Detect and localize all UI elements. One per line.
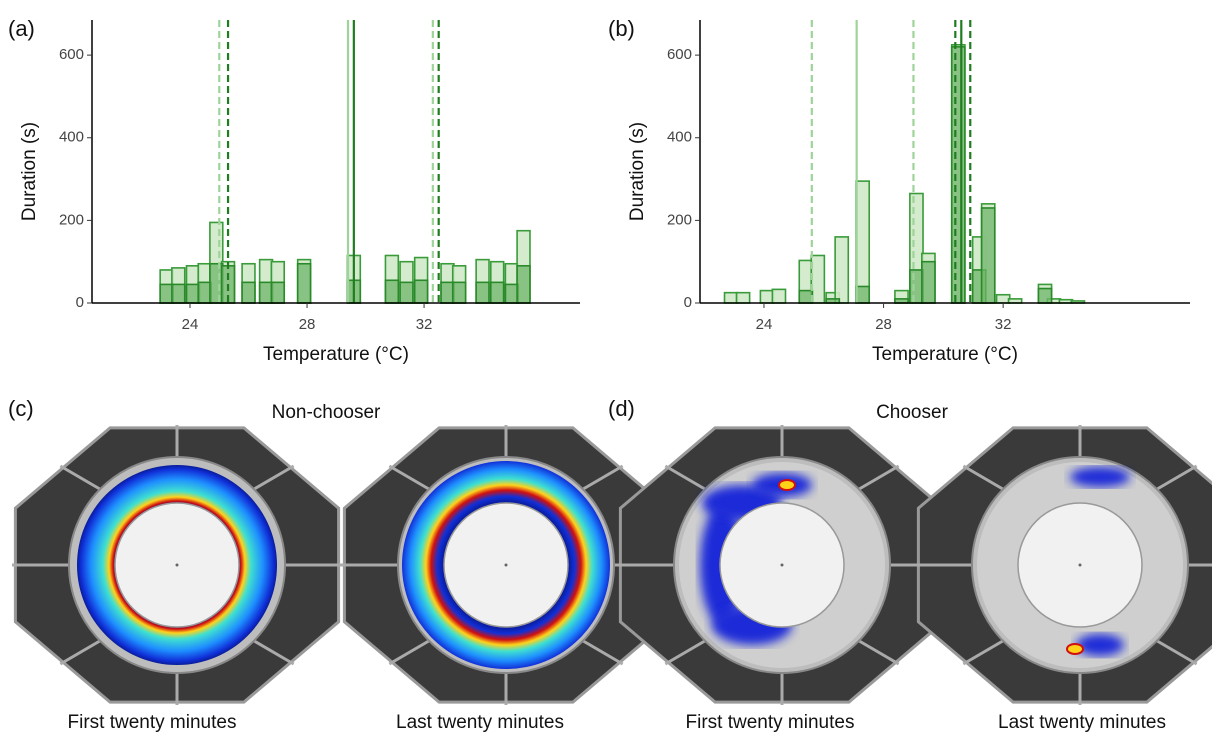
x-tick-label: 32 [416,316,433,333]
bar [516,265,531,304]
bar [950,46,966,304]
bar [270,281,286,304]
arena-divider [962,464,1007,493]
bar [296,262,312,304]
y-axis-title: Duration (s) [19,122,40,221]
image-caption: Last twenty minutes [998,712,1166,733]
arena-dot [504,563,508,567]
arena-divider [664,637,709,666]
arena-divider [250,637,295,666]
bar [735,291,751,304]
arena-divider [388,637,433,666]
bar [980,207,996,304]
arena-divider [250,464,295,493]
bar [451,281,467,304]
y-tick-label: 400 [667,129,692,146]
arena-dot [780,563,784,567]
bar [384,279,400,304]
image-title: Chooser [876,402,948,423]
heatmap-hotspot [778,479,796,491]
y-tick-label: 200 [667,211,692,228]
x-tick-label: 28 [875,316,892,333]
y-tick-label: 600 [59,46,84,63]
heatmap-blob [1070,467,1130,487]
arena-images [12,425,1212,705]
x-tick-label: 24 [756,316,773,333]
arena-divider [388,464,433,493]
image-caption: First twenty minutes [686,712,855,733]
bar [834,236,850,304]
arena-divider [664,464,709,493]
y-tick-label: 400 [59,129,84,146]
x-axis-title: Temperature (°C) [872,344,1018,365]
arena-dot [1078,563,1082,567]
bar [489,281,505,304]
y-tick-label: 0 [684,294,692,311]
bar [413,279,429,304]
y-tick-label: 200 [59,211,84,228]
bar [798,289,814,304]
bar [399,281,414,304]
arena-divider [855,637,900,666]
bar [241,281,256,304]
bar [475,281,490,304]
heatmap-blob [1076,634,1124,656]
panel-label: (b) [608,16,635,41]
panel-label: (d) [608,396,635,421]
bar [855,285,871,304]
bar [771,288,787,304]
x-tick-label: 28 [299,316,316,333]
arena-divider [855,464,900,493]
arena-divider [1153,637,1198,666]
heatmap-hotspot [1066,643,1084,655]
image-caption: Last twenty minutes [396,712,564,733]
image-title: Non-chooser [272,402,381,423]
bar [921,260,936,304]
y-tick-label: 600 [667,46,692,63]
arena-divider [59,637,104,666]
bar [171,283,186,304]
panel-label: (a) [8,16,35,41]
x-tick-label: 24 [182,316,199,333]
arena-divider [962,637,1007,666]
x-tick-label: 32 [995,316,1012,333]
arena-divider [579,464,624,493]
panel-label: (c) [8,396,34,421]
bar [855,180,871,304]
arena-divider [1153,464,1198,493]
image-caption: First twenty minutes [68,712,237,733]
arena-divider [59,464,104,493]
arena-divider [579,637,624,666]
y-tick-label: 0 [76,294,84,311]
x-axis-title: Temperature (°C) [263,344,409,365]
arena-dot [175,563,179,567]
bar [1037,287,1053,304]
y-axis-title: Duration (s) [627,122,648,221]
